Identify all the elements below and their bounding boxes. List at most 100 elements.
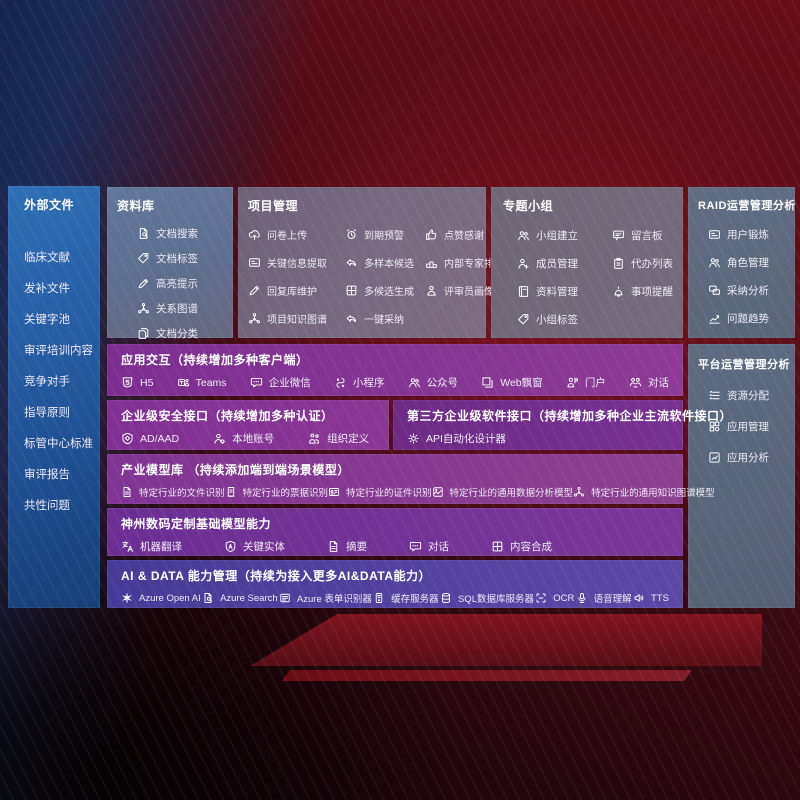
list-item: 成员管理: [517, 256, 612, 271]
list-item: 特定行业的票据识别: [225, 485, 328, 499]
list-item: 用户锻炼: [708, 227, 791, 242]
item-label: 高亮提示: [156, 278, 198, 290]
list-item: 回复库维护: [248, 283, 345, 298]
platform-analysis-panel: 平台运营管理分析 资源分配 应用管理 应用分析: [688, 344, 795, 608]
cache-server-icon: [373, 592, 385, 604]
list-item: TTS: [633, 592, 669, 604]
list-item: 审评培训内容: [24, 342, 100, 358]
item-label: 文档分类: [156, 328, 198, 340]
item-label: TTS: [650, 592, 669, 604]
list-item: 发补文件: [24, 280, 100, 296]
item-label: 多候选生成: [364, 287, 414, 298]
todo-list-icon: [612, 257, 625, 270]
list-item: 代办列表: [612, 256, 677, 271]
adopt-analysis-icon: [708, 284, 721, 297]
list-item: 高亮提示: [137, 276, 225, 291]
relation-graph-icon: [137, 302, 150, 315]
item-label: 多样本候选: [364, 259, 414, 270]
list-item: 本地账号: [213, 431, 274, 446]
item-label: Teams: [195, 376, 227, 389]
list-item: 标管中心标准: [24, 435, 100, 451]
list-item: 关键字池: [24, 311, 100, 327]
panel-title: 外部文件: [24, 198, 75, 212]
item-label: 临床文献: [24, 252, 70, 264]
third-party-interface-band: 第三方企业级软件接口（持续增加多种企业主流软件接口） API自动化设计器: [393, 400, 732, 450]
item-label: 事项提醒: [631, 286, 673, 298]
item-label: Azure Search: [220, 592, 278, 604]
item-label: Azure Open AI: [139, 592, 201, 604]
list-item: 多样本候选: [345, 255, 425, 270]
doc-search-icon: [137, 227, 150, 240]
speech-icon: [576, 592, 588, 604]
special-groups-items: 小组建立 留言板 成员管理 代办列表: [503, 228, 677, 327]
item-label: 对话: [647, 377, 669, 389]
item-label: 小组建立: [536, 230, 578, 242]
edit-pen-icon: [248, 284, 261, 297]
item-label: 门户: [584, 377, 606, 389]
list-item: 文档分类: [137, 326, 225, 341]
app-interaction-band: 应用交互（持续增加多种客户端） H5 Teams 企业微信: [107, 344, 683, 396]
band-title: 企业级安全接口（持续增加多种认证）: [121, 409, 334, 423]
list-item: 指导原则: [24, 404, 100, 420]
portal-icon: [566, 376, 579, 389]
list-item: 对话: [409, 539, 449, 554]
list-item: 问卷上传: [248, 227, 345, 242]
item-label: 关系图谱: [156, 303, 198, 315]
cert-recognition-icon: [328, 486, 340, 498]
translate-icon: [121, 540, 134, 553]
web-window-icon: [481, 376, 494, 389]
item-label: 内容合成: [510, 541, 552, 553]
special-groups-panel: 专题小组 小组建立 留言板 成员管理: [491, 187, 683, 338]
list-item: API自动化设计器: [407, 431, 506, 446]
multi-generate-icon: [345, 284, 358, 297]
app-interaction-items: H5 Teams 企业微信 小程序: [121, 375, 669, 390]
project-management-panel: 项目管理 问卷上传 到期预警 点赞感谢: [238, 187, 504, 338]
ai-data-items: Azure Open AI Azure Search Azure 表单识别器 缓…: [121, 591, 669, 605]
reviewer-portrait-icon: [425, 284, 438, 297]
panel-title: RAID运营管理分析: [698, 200, 796, 212]
panel-title: 专题小组: [503, 199, 554, 213]
item-label: 标管中心标准: [24, 438, 93, 450]
summary-icon: [327, 540, 340, 553]
list-item: 关系图谱: [137, 301, 225, 316]
list-item: 问题趋势: [708, 311, 791, 326]
item-label: 采纳分析: [727, 285, 769, 297]
item-label: 公众号: [426, 377, 459, 389]
item-label: 回复库维护: [267, 287, 317, 298]
item-label: 组织定义: [327, 433, 370, 445]
ad-shield-icon: [121, 432, 134, 445]
band-title: 神州数码定制基础模型能力: [121, 517, 272, 531]
list-item: 特定行业的通用数据分析模型: [432, 485, 573, 499]
list-item: 语音理解: [576, 591, 632, 605]
item-label: 企业微信: [268, 377, 311, 389]
ranking-icon: [425, 256, 438, 269]
list-item: 企业微信: [250, 375, 311, 390]
tts-icon: [633, 592, 645, 604]
list-item: 组织定义: [308, 431, 369, 446]
list-item: 采纳分析: [708, 283, 791, 298]
role-manage-icon: [708, 256, 721, 269]
item-label: 小组标签: [536, 314, 578, 326]
reminder-bell-icon: [612, 285, 625, 298]
raid-analysis-items: 用户锻炼 角色管理 采纳分析 问题趋势: [698, 227, 791, 326]
list-item: 共性问题: [24, 497, 100, 513]
org-define-icon: [308, 432, 321, 445]
thumbs-up-icon: [425, 228, 438, 241]
item-label: 成员管理: [536, 258, 578, 270]
item-label: 本地账号: [232, 433, 275, 445]
azure-search-icon: [202, 592, 214, 604]
list-item: 到期预警: [345, 227, 425, 242]
panel-title: 平台运营管理分析: [698, 359, 790, 371]
item-label: 竞争对手: [24, 376, 70, 388]
panel-title: 资料库: [117, 199, 155, 213]
industry-models-band: 产业模型库 （持续添加端到端场景模型） 特定行业的文件识别 特定行业的票据识别 …: [107, 454, 715, 504]
openai-icon: [121, 592, 133, 604]
panel-title: 项目管理: [248, 199, 299, 213]
alarm-icon: [345, 228, 358, 241]
item-label: 共性问题: [24, 500, 70, 512]
item-label: 机器翻译: [140, 541, 182, 553]
list-item: 小程序: [334, 375, 384, 390]
h5-icon: [121, 376, 134, 389]
external-files-panel: 外部文件 临床文献 发补文件 关键字池 审评培训内容: [8, 186, 100, 608]
